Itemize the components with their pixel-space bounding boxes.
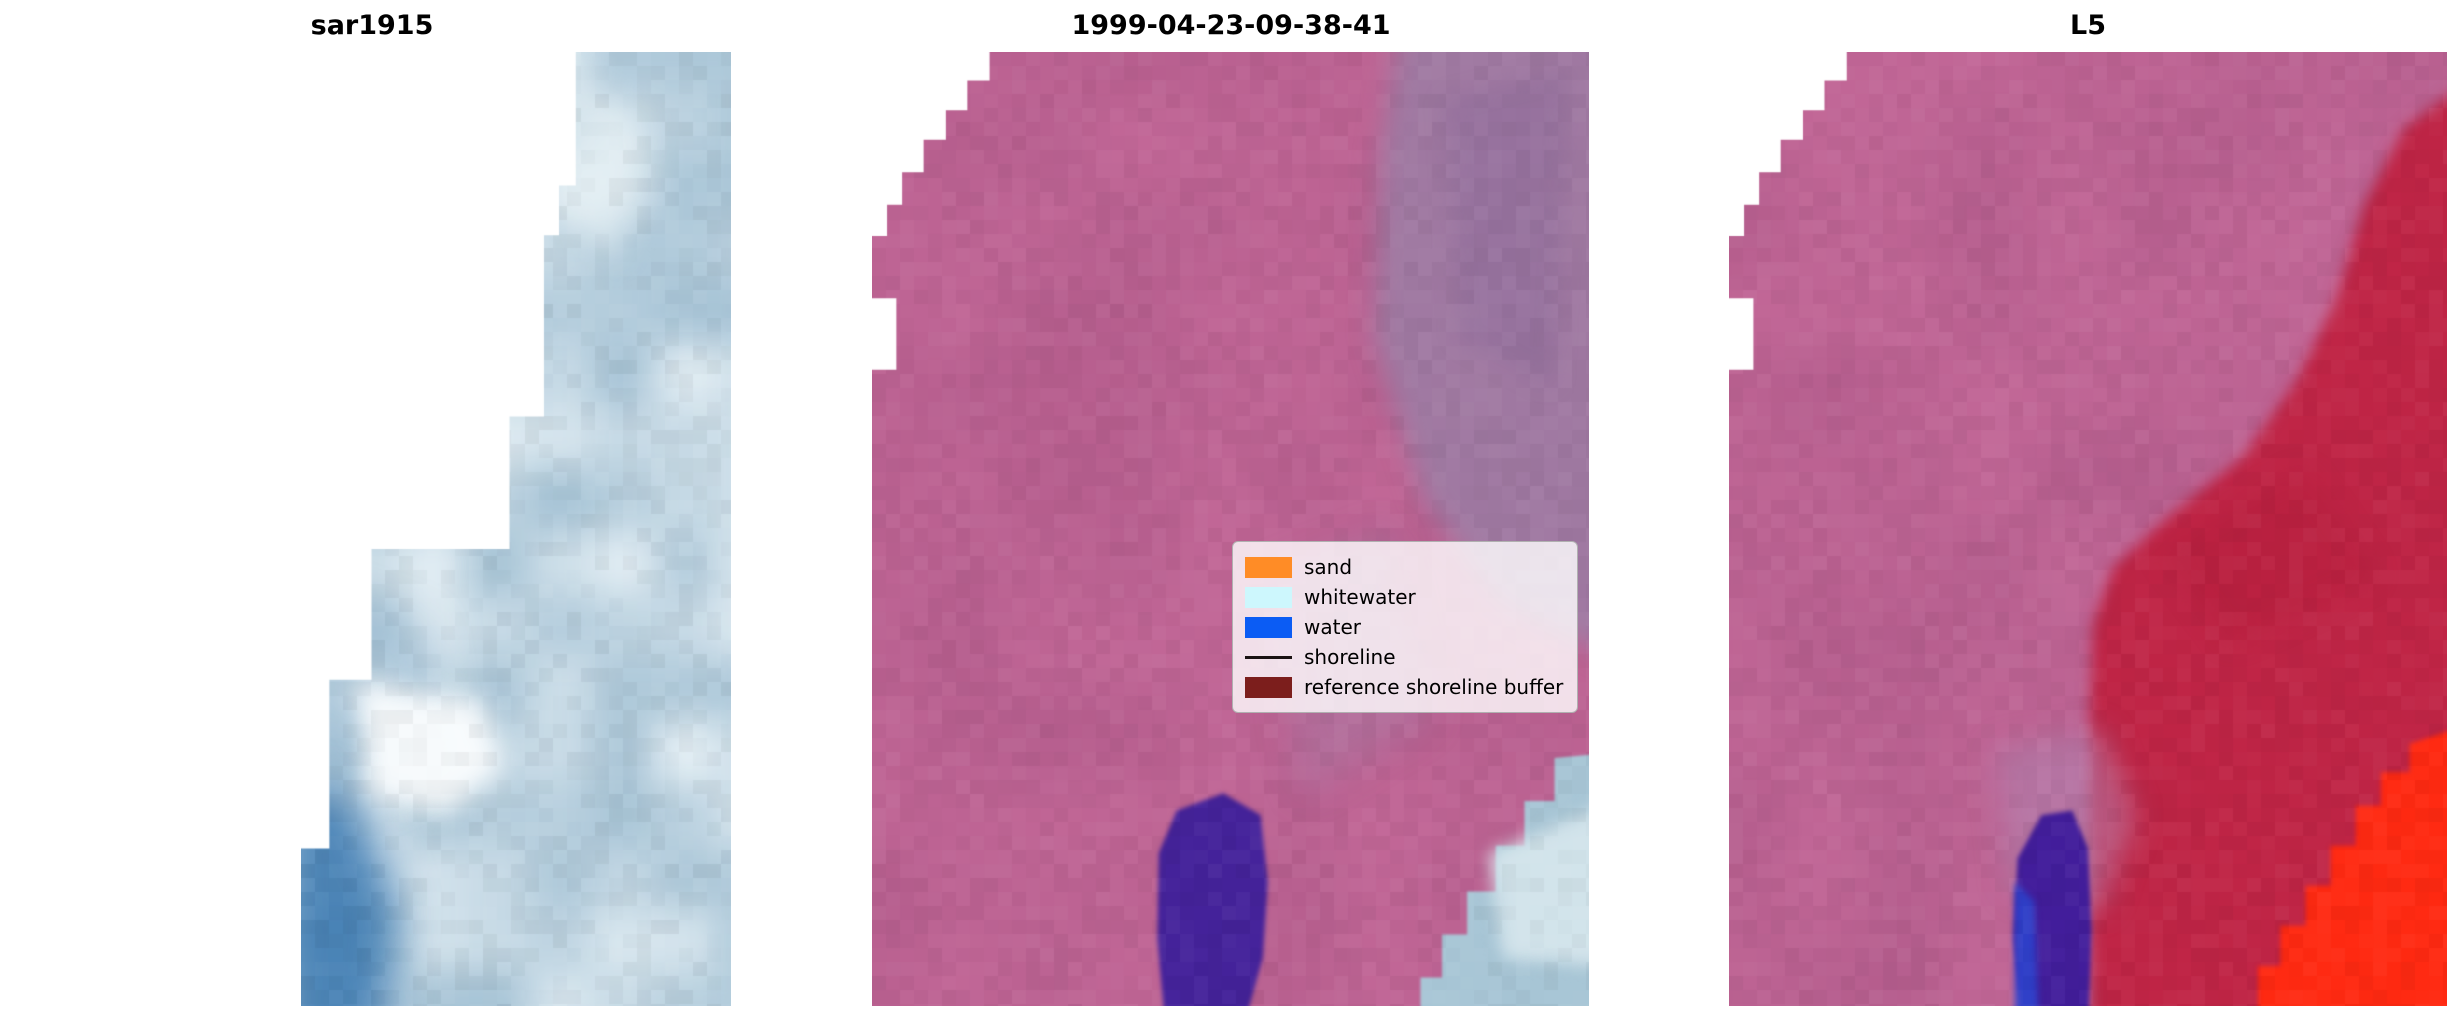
sar1915-image bbox=[301, 52, 731, 1006]
shoreline-line-swatch bbox=[1245, 655, 1292, 659]
sand-swatch bbox=[1245, 556, 1292, 578]
legend-label: whitewater bbox=[1304, 585, 1416, 609]
legend-item: whitewater bbox=[1245, 582, 1563, 612]
water-swatch bbox=[1245, 616, 1292, 638]
legend-label: water bbox=[1304, 615, 1361, 639]
panel-title-sar1915: sar1915 bbox=[310, 10, 434, 41]
legend-item: water bbox=[1245, 612, 1563, 642]
panel-title-optical-date: 1999-04-23-09-38-41 bbox=[1071, 10, 1391, 41]
legend-label: sand bbox=[1304, 555, 1353, 579]
legend-item: sand bbox=[1245, 552, 1563, 582]
legend-item: reference shoreline buffer bbox=[1245, 672, 1563, 702]
legend-label: reference shoreline buffer bbox=[1304, 675, 1564, 699]
legend-item: shoreline bbox=[1245, 642, 1563, 672]
reference-shoreline-buffer-swatch bbox=[1245, 676, 1292, 698]
panel-title-l5: L5 bbox=[2070, 10, 2106, 41]
whitewater-swatch bbox=[1245, 586, 1292, 608]
optical-1999-image bbox=[872, 52, 1589, 1006]
l5-image bbox=[1729, 52, 2447, 1006]
legend: sand whitewater water shoreline referenc… bbox=[1232, 541, 1579, 713]
legend-label: shoreline bbox=[1304, 645, 1396, 669]
